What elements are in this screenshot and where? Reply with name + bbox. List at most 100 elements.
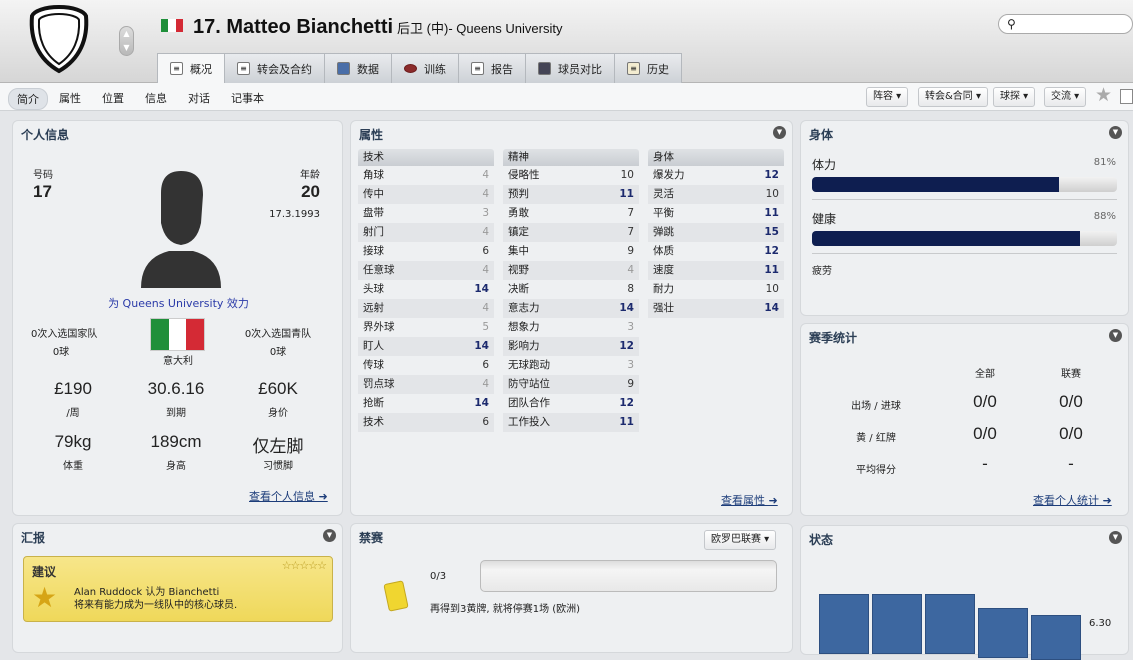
attribute-value: 4 <box>482 188 489 200</box>
fatigue-label: 疲劳 <box>812 266 832 277</box>
tab-history[interactable]: ≡ 历史 <box>614 53 682 83</box>
view-stats-link[interactable]: 查看个人统计 ➜ <box>1033 494 1112 507</box>
attribute-name: 侵略性 <box>508 169 540 181</box>
add-note-icon[interactable] <box>1120 89 1133 104</box>
attribute-row: 抢断 14 <box>358 394 494 413</box>
physical-panel: 身体 ▼ 体力 81% 健康 88% 疲劳 <box>800 120 1129 316</box>
subnav-notes[interactable]: 记事本 <box>231 92 264 105</box>
search-input[interactable]: ⚲ <box>998 14 1133 34</box>
subnav-positions[interactable]: 位置 <box>102 92 124 105</box>
nation-name[interactable]: 意大利 <box>163 356 193 367</box>
attribute-name: 视野 <box>508 264 529 276</box>
attribute-name: 速度 <box>653 264 674 276</box>
tab-training[interactable]: 训练 <box>391 53 459 83</box>
competition-dropdown[interactable]: 欧罗巴联赛 ▾ <box>704 530 777 550</box>
attribute-value: 7 <box>627 207 634 219</box>
advice-line: 将来有能力成为一线队中的核心球员. <box>74 600 238 611</box>
attribute-name: 传中 <box>363 188 384 200</box>
view-attributes-link[interactable]: 查看属性 ➜ <box>721 494 778 507</box>
youth-goals: 0球 <box>269 347 287 358</box>
tab-reports[interactable]: ≡ 报告 <box>458 53 526 83</box>
panel-title: 属性 <box>359 128 384 142</box>
panel-menu-icon[interactable]: ▼ <box>323 529 336 542</box>
panel-menu-icon[interactable]: ▼ <box>1109 531 1122 544</box>
row-label: 平均得分 <box>856 465 896 476</box>
weight-label: 体重 <box>63 461 83 472</box>
attribute-name: 盯人 <box>363 340 384 352</box>
tab-transfer-contract[interactable]: ≡ 转会及合约 <box>224 53 325 83</box>
scout-dropdown[interactable]: 球探 ▾ <box>993 87 1036 107</box>
attribute-name: 强壮 <box>653 302 674 314</box>
squad-dropdown[interactable]: 阵容 ▾ <box>866 87 909 107</box>
attribute-row: 视野 4 <box>503 261 639 280</box>
attribute-row: 盯人 14 <box>358 337 494 356</box>
attribute-value: 4 <box>482 226 489 238</box>
attribute-row: 工作投入 11 <box>503 413 639 432</box>
attribute-row: 镇定 7 <box>503 223 639 242</box>
tab-stats[interactable]: 数据 <box>324 53 392 83</box>
subnav-info[interactable]: 信息 <box>145 92 167 105</box>
plays-for-club: 为 Queens University 效力 <box>108 297 249 310</box>
attribute-name: 弹跳 <box>653 226 674 238</box>
interaction-dropdown[interactable]: 交流 ▾ <box>1044 87 1087 107</box>
attribute-name: 影响力 <box>508 340 540 352</box>
attribute-name: 角球 <box>363 169 384 181</box>
panel-menu-icon[interactable]: ▼ <box>773 126 786 139</box>
attribute-row: 预判 11 <box>503 185 639 204</box>
attribute-name: 罚点球 <box>363 378 395 390</box>
attribute-value: 14 <box>619 302 634 314</box>
mental-attributes: 精神 侵略性 10 预判 11 勇敢 7 镇定 7 集中 9 视野 4 决断 8 意志力 14 想象力 3 影响力 12… <box>503 149 639 432</box>
star-rating: ☆☆☆☆☆ <box>281 559 327 572</box>
stats-icon <box>337 62 350 75</box>
height-label: 身高 <box>166 461 186 472</box>
tab-compare[interactable]: 球员对比 <box>525 53 615 83</box>
attribute-name: 任意球 <box>363 264 395 276</box>
player-position-club: 后卫 (中)- Queens University <box>397 21 563 36</box>
tab-overview[interactable]: ≡ 概况 <box>157 53 225 83</box>
transfer-contract-dropdown[interactable]: 转会&合同 ▾ <box>918 87 989 107</box>
club-crest-icon <box>29 4 89 74</box>
report-panel: 汇报 ▼ 建议 ☆☆☆☆☆ ★ Alan Ruddock 认为 Bianchet… <box>12 523 343 653</box>
subnav-attributes[interactable]: 属性 <box>59 92 81 105</box>
avg-rating-all: - <box>982 454 988 473</box>
subnav-interaction[interactable]: 对话 <box>188 92 210 105</box>
link-label: 查看属性 <box>721 494 765 507</box>
attribute-row: 罚点球 4 <box>358 375 494 394</box>
player-name: 17. Matteo Bianchetti <box>193 16 394 38</box>
view-personal-info-link[interactable]: 查看个人信息 ➜ <box>249 490 328 503</box>
attribute-value: 4 <box>482 264 489 276</box>
subnav-profile[interactable]: 简介 <box>8 88 48 110</box>
technical-attributes: 技术 角球 4 传中 4 盘带 3 射门 4 接球 6 任意球 4 头球 14 远射 4 界外球 5 盯人 14 传球 6 罚… <box>358 149 494 432</box>
age-value: 20 <box>301 182 320 201</box>
prev-next-player-stepper[interactable]: ▲ ▼ <box>119 26 134 56</box>
panel-menu-icon[interactable]: ▼ <box>1109 329 1122 342</box>
attribute-name: 技术 <box>363 416 384 428</box>
tab-label: 训练 <box>424 62 446 76</box>
attribute-row: 传中 4 <box>358 185 494 204</box>
apps-goals-all: 0/0 <box>973 392 997 411</box>
attribute-value: 14 <box>474 340 489 352</box>
attribute-value: 10 <box>765 188 779 200</box>
tab-bar: ≡ 概况 ≡ 转会及合约 数据 训练 ≡ 报告 球员对比 ≡ 历史 <box>157 53 682 83</box>
attribute-name: 耐力 <box>653 283 674 295</box>
value-label: 身价 <box>268 408 288 419</box>
preferred-foot: 仅左脚 <box>252 437 304 456</box>
attribute-value: 8 <box>627 283 634 295</box>
favourite-star-icon[interactable]: ★ <box>1095 84 1113 106</box>
tab-label: 报告 <box>491 62 513 76</box>
attribute-name: 集中 <box>508 245 529 257</box>
attribute-value: 10 <box>620 169 634 181</box>
attribute-row: 界外球 5 <box>358 318 494 337</box>
suspension-text: 再得到3黄牌, 就将停赛1场 (欧洲) <box>430 604 581 615</box>
panel-menu-icon[interactable]: ▼ <box>1109 126 1122 139</box>
attribute-row: 决断 8 <box>503 280 639 299</box>
weight-value: 79kg <box>54 432 92 451</box>
attribute-value: 12 <box>619 340 634 352</box>
attribute-value: 3 <box>627 359 634 371</box>
dropdown-label: 欧罗巴联赛 <box>711 534 761 545</box>
attribute-name: 防守站位 <box>508 378 550 390</box>
attribute-row: 防守站位 9 <box>503 375 639 394</box>
height-value: 189cm <box>150 432 202 451</box>
form-bar <box>872 594 922 654</box>
attribute-name: 灵活 <box>653 188 674 200</box>
